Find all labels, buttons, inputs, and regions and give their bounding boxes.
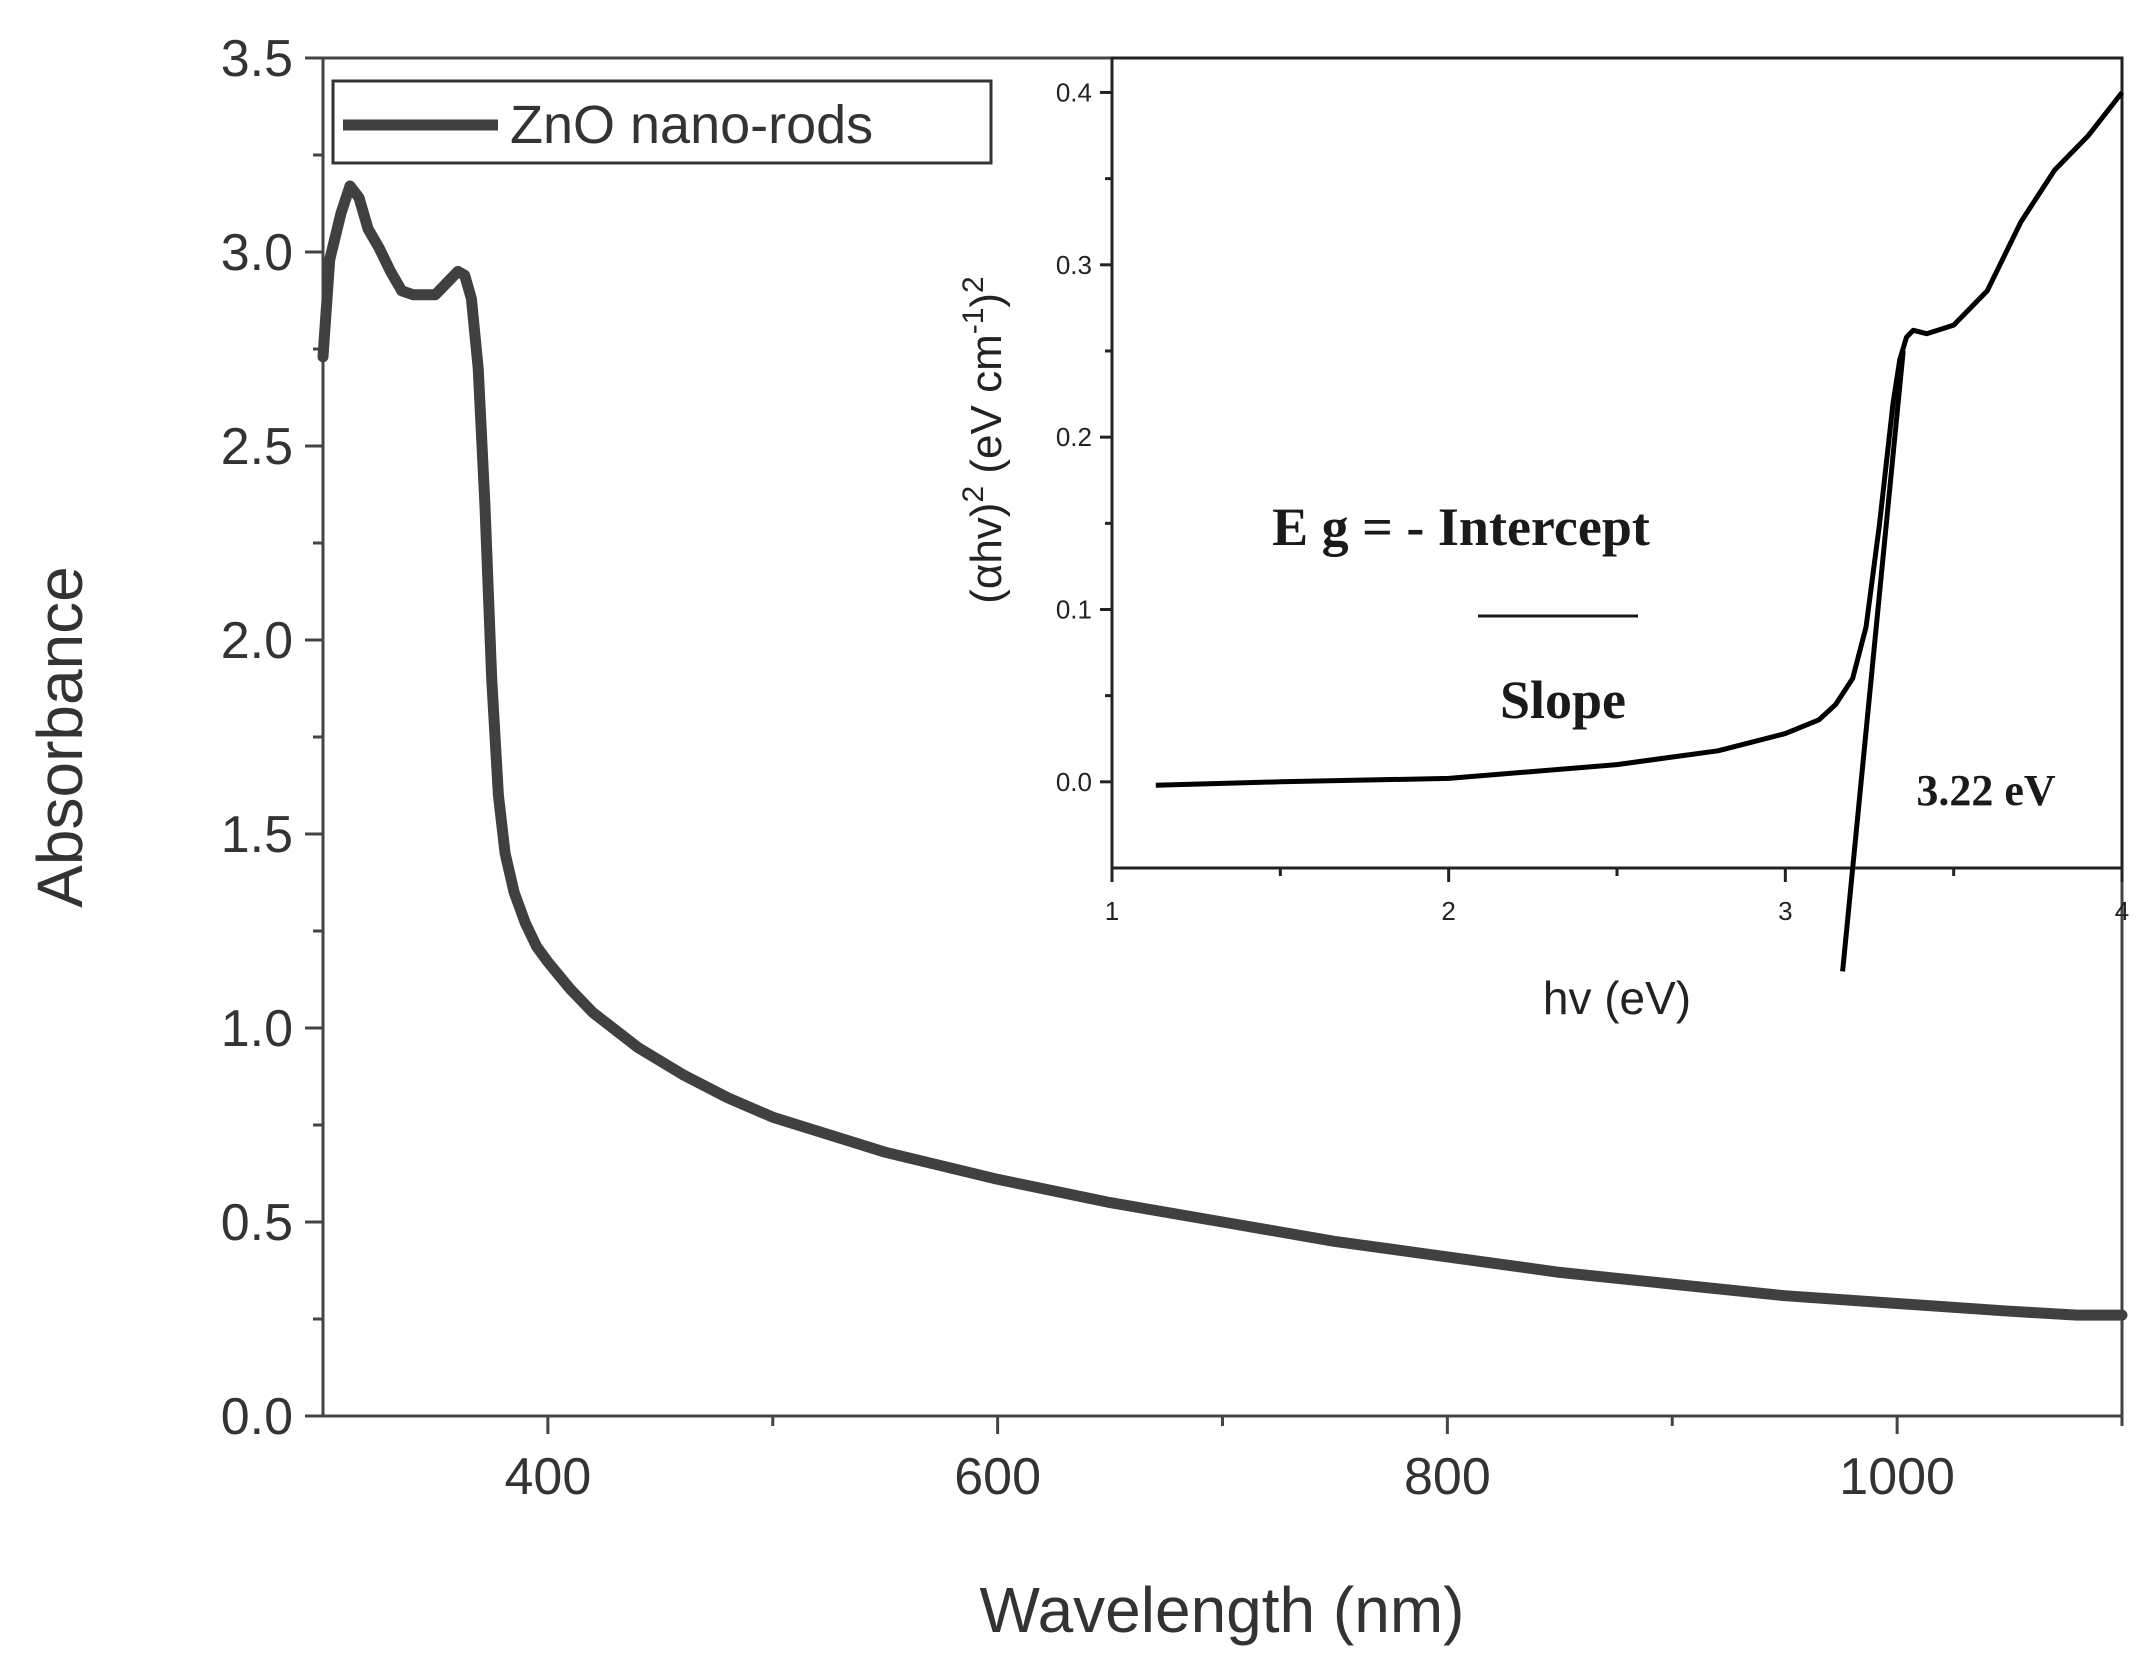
- inset-y-axis-title: (αhv)2 (eV cm-1)2: [957, 276, 1011, 604]
- main-chart: 0.0 0.5 1.0 1.5 2.0 2.5 3.0 3.5 400 600 800 1000 A…: [24, 30, 2128, 1646]
- inset-x-tick-label: 4: [2115, 896, 2129, 926]
- inset-x-tick-label: 2: [1441, 896, 1455, 926]
- main-y-axis-title: Absorbance: [24, 566, 96, 908]
- inset-ylabel-sup3: 2: [957, 276, 990, 293]
- main-x-axis: 400 600 800 1000: [504, 1416, 2124, 1506]
- inset-y-tick-label: 0.2: [1056, 422, 1092, 452]
- main-x-tick-label: 1000: [1839, 1448, 1955, 1506]
- formula-numerator: E g = - Intercept: [1272, 497, 1650, 557]
- inset-ylabel-sup1: 2: [957, 486, 990, 503]
- main-x-tick-label: 400: [504, 1448, 591, 1506]
- inset-y-axis: 0.0 0.1 0.2 0.3 0.4: [1056, 77, 1112, 797]
- inset-y-tick-label: 0.3: [1056, 250, 1092, 280]
- main-y-tick-label: 3.0: [221, 224, 293, 282]
- inset-x-axis-title: hv (eV): [1543, 972, 1691, 1024]
- inset-x-axis: 1 2 3 4: [1105, 868, 2129, 926]
- inset-ylabel-close: ): [962, 293, 1011, 308]
- inset-ylabel-mid: (eV cm: [962, 334, 1011, 486]
- main-x-axis-title: Wavelength (nm): [980, 1574, 1465, 1646]
- main-y-tick-label: 3.5: [221, 30, 293, 88]
- main-x-tick-label: 600: [954, 1448, 1041, 1506]
- main-y-tick-label: 1.0: [221, 1000, 293, 1058]
- main-series-line: [317, 180, 2128, 1321]
- bandgap-label: 3.22 eV: [1916, 766, 2056, 815]
- inset-y-tick-label: 0.1: [1056, 594, 1092, 624]
- inset-plot-frame: [1110, 56, 2124, 870]
- main-x-tick-label: 800: [1404, 1448, 1491, 1506]
- inset-y-tick-label: 0.0: [1056, 767, 1092, 797]
- formula-denominator: Slope: [1500, 670, 1626, 730]
- inset-y-tick-label: 0.4: [1056, 77, 1092, 107]
- legend: ZnO nano-rods: [331, 79, 993, 165]
- main-y-tick-label: 0.0: [221, 1388, 293, 1446]
- inset-x-tick-label: 3: [1778, 896, 1792, 926]
- inset-series-line: [1155, 90, 2124, 788]
- inset-ylabel-sup2: -1: [957, 308, 990, 335]
- legend-label: ZnO nano-rods: [510, 95, 873, 155]
- main-y-tick-label: 2.5: [221, 418, 293, 476]
- main-y-tick-label: 1.5: [221, 806, 293, 864]
- inset-fit-line: [1840, 350, 1906, 972]
- main-y-tick-label: 0.5: [221, 1194, 293, 1252]
- main-y-tick-label: 2.0: [221, 612, 293, 670]
- main-y-axis: 0.0 0.5 1.0 1.5 2.0 2.5 3.0 3.5: [221, 30, 323, 1446]
- inset-x-tick-label: 1: [1105, 896, 1119, 926]
- inset-ylabel-base: (αhv): [962, 503, 1011, 604]
